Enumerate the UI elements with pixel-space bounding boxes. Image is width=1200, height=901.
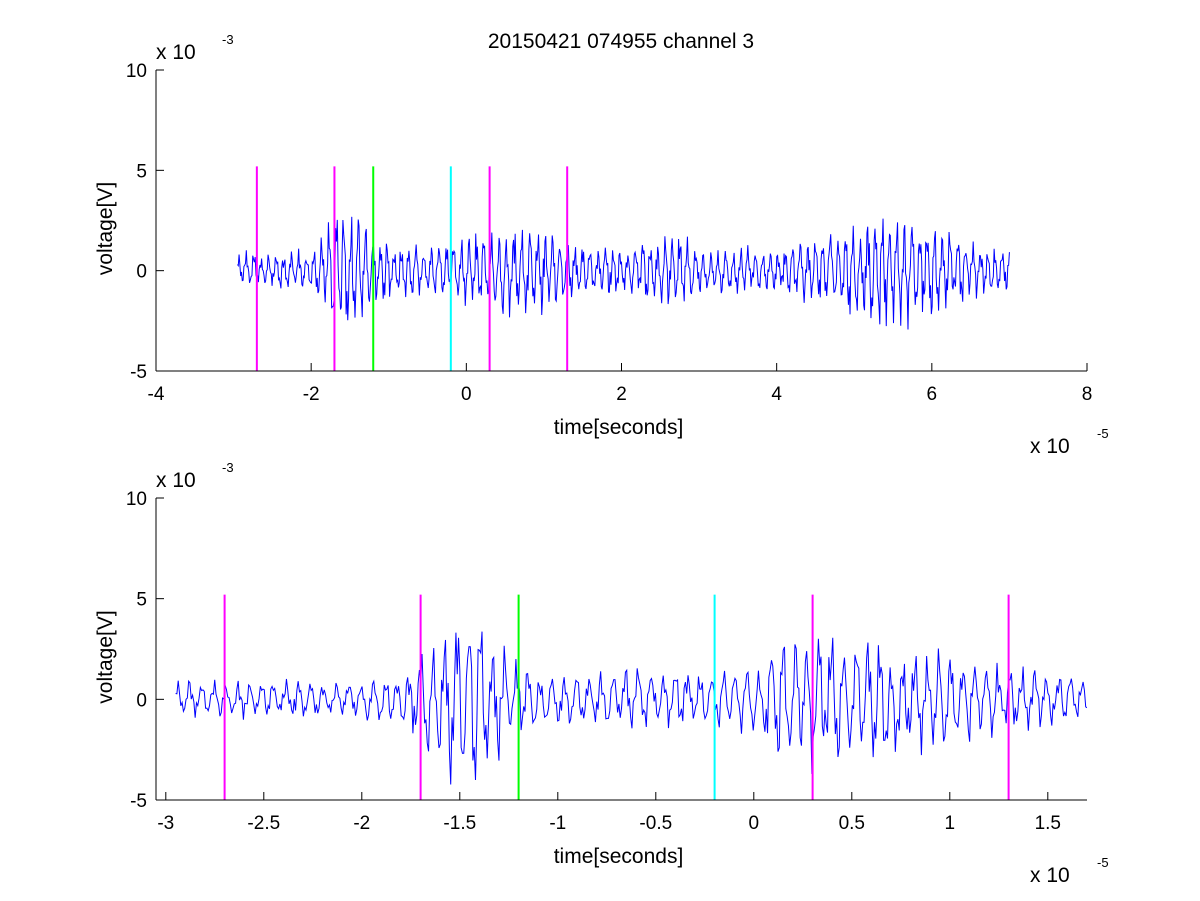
top-y-multiplier: x 10: [156, 41, 196, 64]
top-x-tick-label: -2: [303, 384, 320, 405]
bottom-x-tick-label: -2: [353, 813, 370, 834]
figure-title: 20150421 074955 channel 3: [488, 30, 754, 53]
top-y-tick-label: 5: [136, 161, 147, 182]
bottom-x-axis-label: time[seconds]: [554, 845, 684, 868]
top-plot-axes: -4 -2 0 2 4 6 8 -5 0 5 10 time[seconds] voltage[V] x …: [94, 32, 1109, 458]
top-x-axis-label: time[seconds]: [554, 416, 684, 439]
bottom-x-multiplier-exponent: -5: [1097, 855, 1109, 870]
bottom-y-multiplier: x 10: [156, 469, 196, 492]
bottom-y-multiplier-exponent: -3: [222, 460, 234, 475]
bottom-x-tick-label: 1: [945, 813, 956, 834]
bottom-x-tick-label: 0: [749, 813, 760, 834]
bottom-x-tick-label: -1.5: [443, 813, 476, 834]
top-y-tick-label: 0: [136, 262, 147, 283]
top-x-multiplier-exponent: -5: [1097, 426, 1109, 441]
bottom-signal-trace: [175, 631, 1087, 785]
top-x-tick-label: 4: [771, 384, 782, 405]
bottom-x-tick-label: -3: [157, 813, 174, 834]
bottom-x-multiplier: x 10: [1030, 864, 1070, 887]
bottom-y-tick-label: 5: [136, 590, 147, 611]
top-y-tick-label: -5: [130, 362, 147, 383]
bottom-y-tick-label: 0: [136, 690, 147, 711]
top-y-tick-label: 10: [126, 61, 147, 82]
top-y-axis-label: voltage[V]: [94, 182, 117, 275]
bottom-x-tick-label: 1.5: [1035, 813, 1061, 834]
top-x-tick-label: -4: [148, 384, 165, 405]
top-x-multiplier: x 10: [1030, 435, 1070, 458]
top-x-tick-label: 6: [927, 384, 938, 405]
top-x-tick-label: 8: [1082, 384, 1093, 405]
bottom-y-tick-label: 10: [126, 489, 147, 510]
bottom-y-axis-label: voltage[V]: [94, 610, 117, 703]
bottom-x-tick-label: -0.5: [639, 813, 672, 834]
bottom-x-tick-label: -2.5: [247, 813, 280, 834]
bottom-plot-axes: -3 -2.5 -2 -1.5 -1 -0.5 0 0.5 1 1.5 -5 0 5 10 time[sec…: [94, 460, 1109, 887]
top-x-tick-label: 0: [461, 384, 472, 405]
top-signal-trace: [237, 216, 1010, 330]
bottom-x-tick-label: -1: [549, 813, 566, 834]
top-x-tick-label: 2: [616, 384, 627, 405]
bottom-y-tick-label: -5: [130, 791, 147, 812]
bottom-x-tick-label: 0.5: [839, 813, 865, 834]
top-y-multiplier-exponent: -3: [222, 32, 234, 47]
